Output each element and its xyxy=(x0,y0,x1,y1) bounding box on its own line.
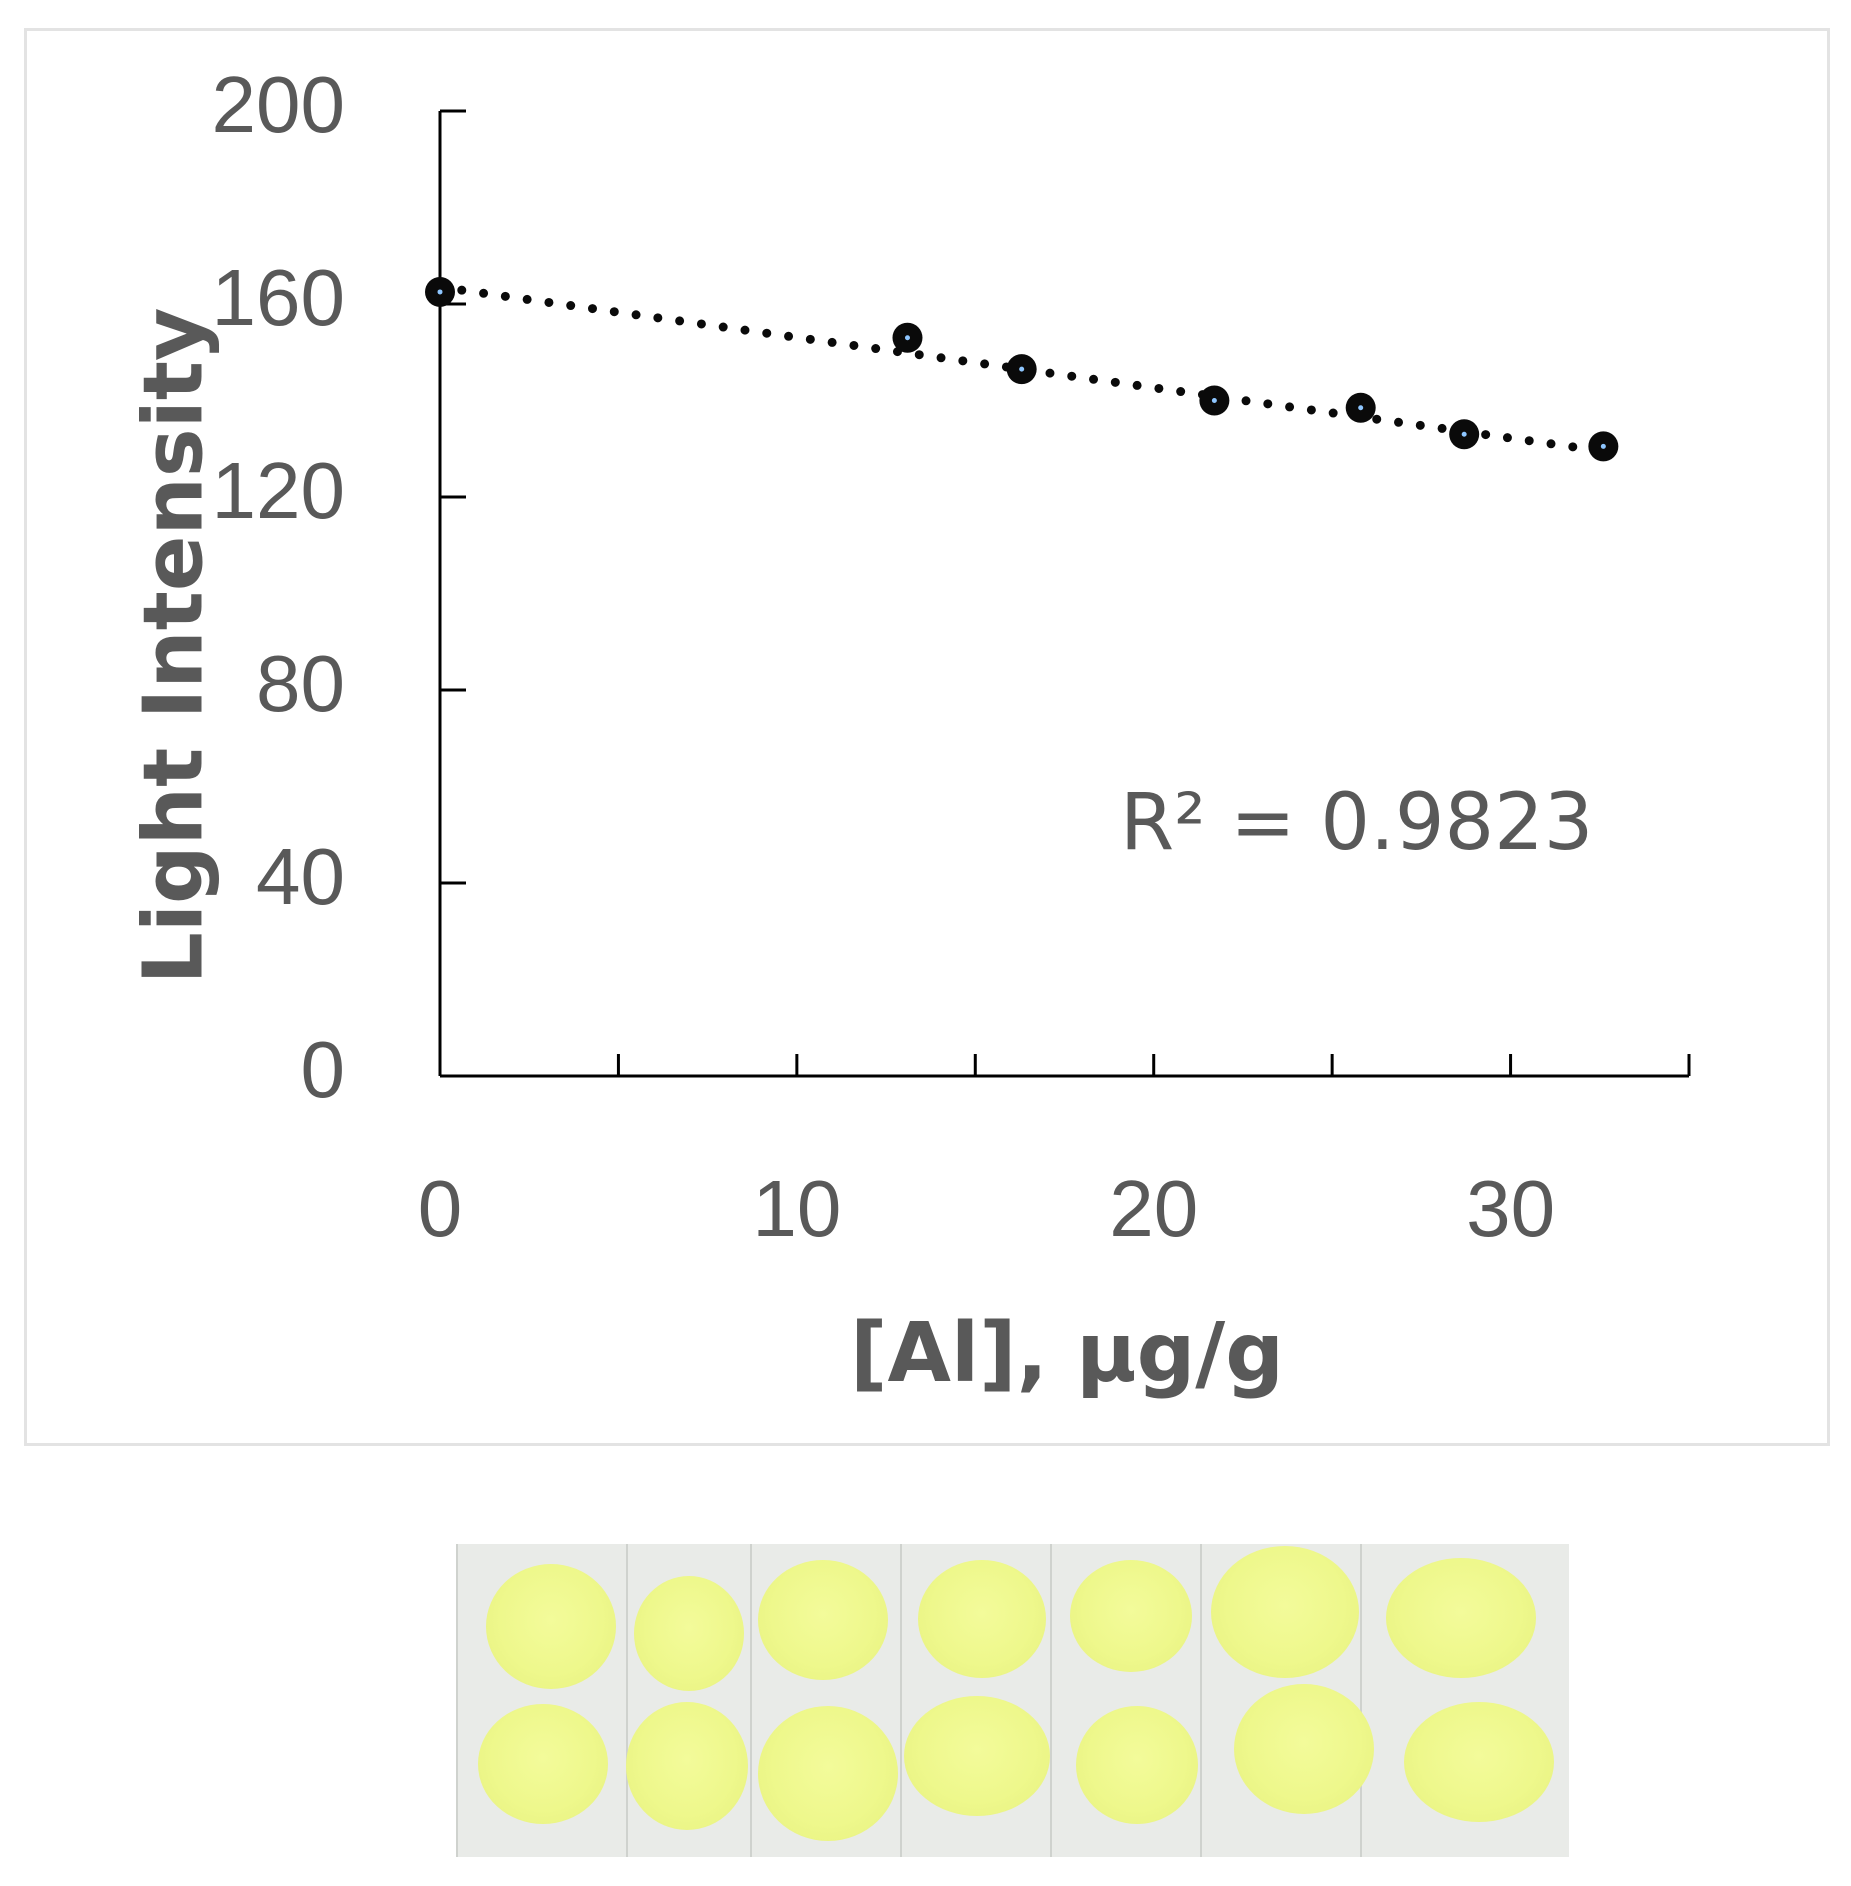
x-tick-label: 0 xyxy=(418,1164,463,1253)
r-squared-annotation: R² = 0.9823 xyxy=(1120,778,1593,868)
y-tick-label: 120 xyxy=(212,446,345,535)
trendline-group xyxy=(435,282,1608,456)
y-tick-label: 200 xyxy=(212,60,345,149)
x-tick-label: 30 xyxy=(1466,1164,1555,1253)
y-tick-label: 80 xyxy=(256,639,345,728)
ticks: 0 40 80 120 160 200 0 10 20 30 xyxy=(212,60,1691,1253)
fluorescent-spot xyxy=(758,1560,888,1680)
x-tick-label: 20 xyxy=(1109,1164,1198,1253)
data-point-center xyxy=(904,335,910,341)
data-points xyxy=(425,276,1619,462)
test-strip-photo xyxy=(456,1544,1569,1857)
fluorescent-spot xyxy=(918,1560,1046,1678)
y-tick-label: 40 xyxy=(256,832,345,921)
data-point-center xyxy=(437,289,443,295)
fluorescent-spot xyxy=(1234,1684,1374,1814)
fluorescent-spot xyxy=(1386,1558,1536,1678)
fluorescent-spot xyxy=(1404,1702,1554,1822)
data-point-center xyxy=(1019,366,1025,372)
y-tick-label: 0 xyxy=(301,1025,346,1114)
fluorescent-spot xyxy=(1076,1706,1198,1824)
x-axis-title: [Al], μg/g xyxy=(850,1306,1284,1401)
fluorescent-spot xyxy=(758,1706,898,1841)
fluorescent-spot xyxy=(1070,1560,1192,1672)
fluorescent-spot xyxy=(478,1704,608,1824)
fluorescent-spot xyxy=(486,1564,616,1689)
chart-panel: 0 40 80 120 160 200 0 10 20 30 Light Intensity [A… xyxy=(24,28,1830,1446)
scatter-chart: 0 40 80 120 160 200 0 10 20 30 Light Intensity [A… xyxy=(126,60,1691,1401)
fluorescent-spot xyxy=(1211,1546,1359,1678)
data-point-center xyxy=(1461,431,1467,437)
axes xyxy=(438,111,1689,1078)
trendline xyxy=(435,282,1608,456)
fluorescent-spot xyxy=(904,1696,1050,1816)
fluorescent-spot xyxy=(626,1702,748,1830)
y-axis-title: Light Intensity xyxy=(126,308,221,985)
data-point-center xyxy=(1211,398,1217,403)
data-point-center xyxy=(1600,443,1606,449)
fluorescent-spot xyxy=(634,1576,744,1691)
y-tick-label: 160 xyxy=(212,253,345,342)
data-point-center xyxy=(1358,405,1364,411)
x-tick-label: 10 xyxy=(752,1164,841,1253)
